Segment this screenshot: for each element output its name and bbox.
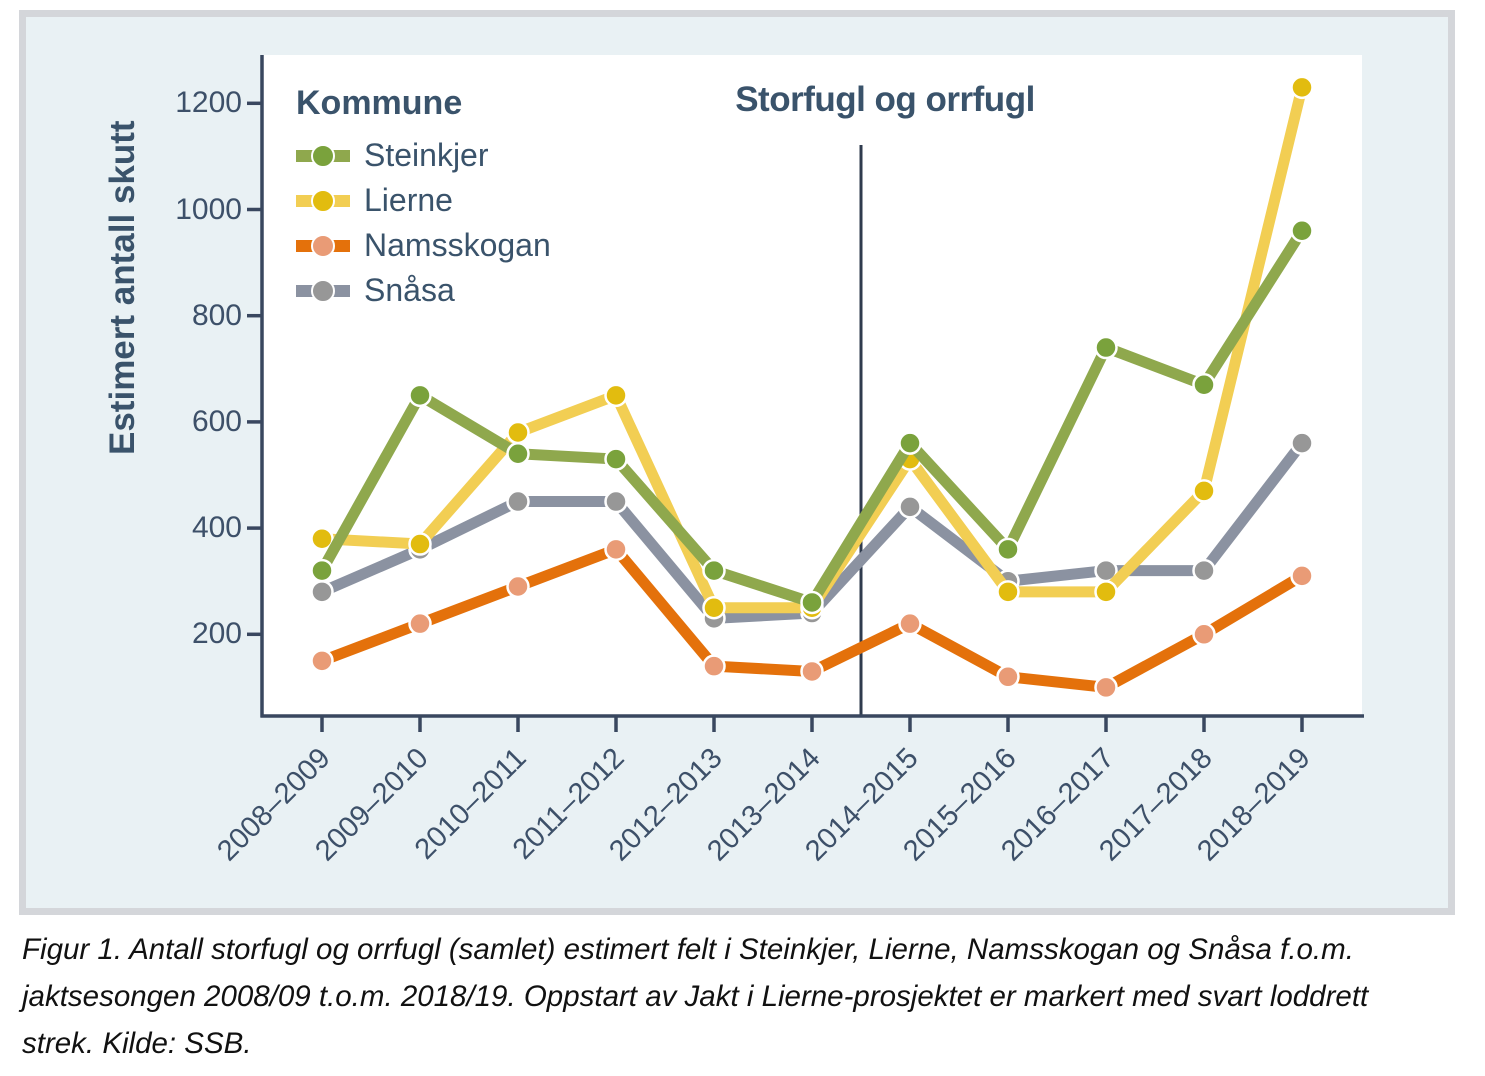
legend-swatch-icon (296, 278, 350, 303)
legend-label: Snåsa (364, 272, 455, 308)
chart-title: Storfugl og orrfugl (735, 80, 1035, 119)
legend-point-sample (311, 278, 335, 303)
y-tick-label: 400 (191, 511, 242, 545)
legend-title: Kommune (296, 84, 463, 122)
legend-item-lierne: Lierne (296, 178, 551, 223)
legend-label: Namsskogan (364, 227, 551, 263)
legend-point-sample (311, 188, 335, 213)
y-axis-title: Estimert antall skutt (103, 120, 142, 455)
legend-item-steinkjer: Steinkjer (296, 133, 551, 178)
legend-point-sample (311, 233, 335, 258)
legend-swatch-icon (296, 233, 350, 258)
legend-item-namsskogan: Namsskogan (296, 223, 551, 268)
y-tick-label: 800 (191, 298, 242, 332)
legend-point-sample (311, 143, 335, 168)
legend-swatch-icon (296, 143, 350, 168)
y-tick-label: 200 (191, 617, 242, 651)
legend-swatch-icon (296, 188, 350, 213)
y-tick-label: 1200 (175, 86, 242, 120)
y-tick-label: 1000 (175, 192, 242, 226)
figure-caption: Figur 1. Antall storfugl og orrfugl (sam… (22, 933, 1369, 1060)
chart-legend: Kommune Steinkjer Lierne Namsskogan Snåsa (296, 84, 551, 313)
legend-label: Steinkjer (364, 137, 489, 173)
legend-label: Lierne (364, 182, 453, 218)
y-tick-label: 600 (191, 404, 242, 438)
legend-item-snåsa: Snåsa (296, 268, 551, 313)
